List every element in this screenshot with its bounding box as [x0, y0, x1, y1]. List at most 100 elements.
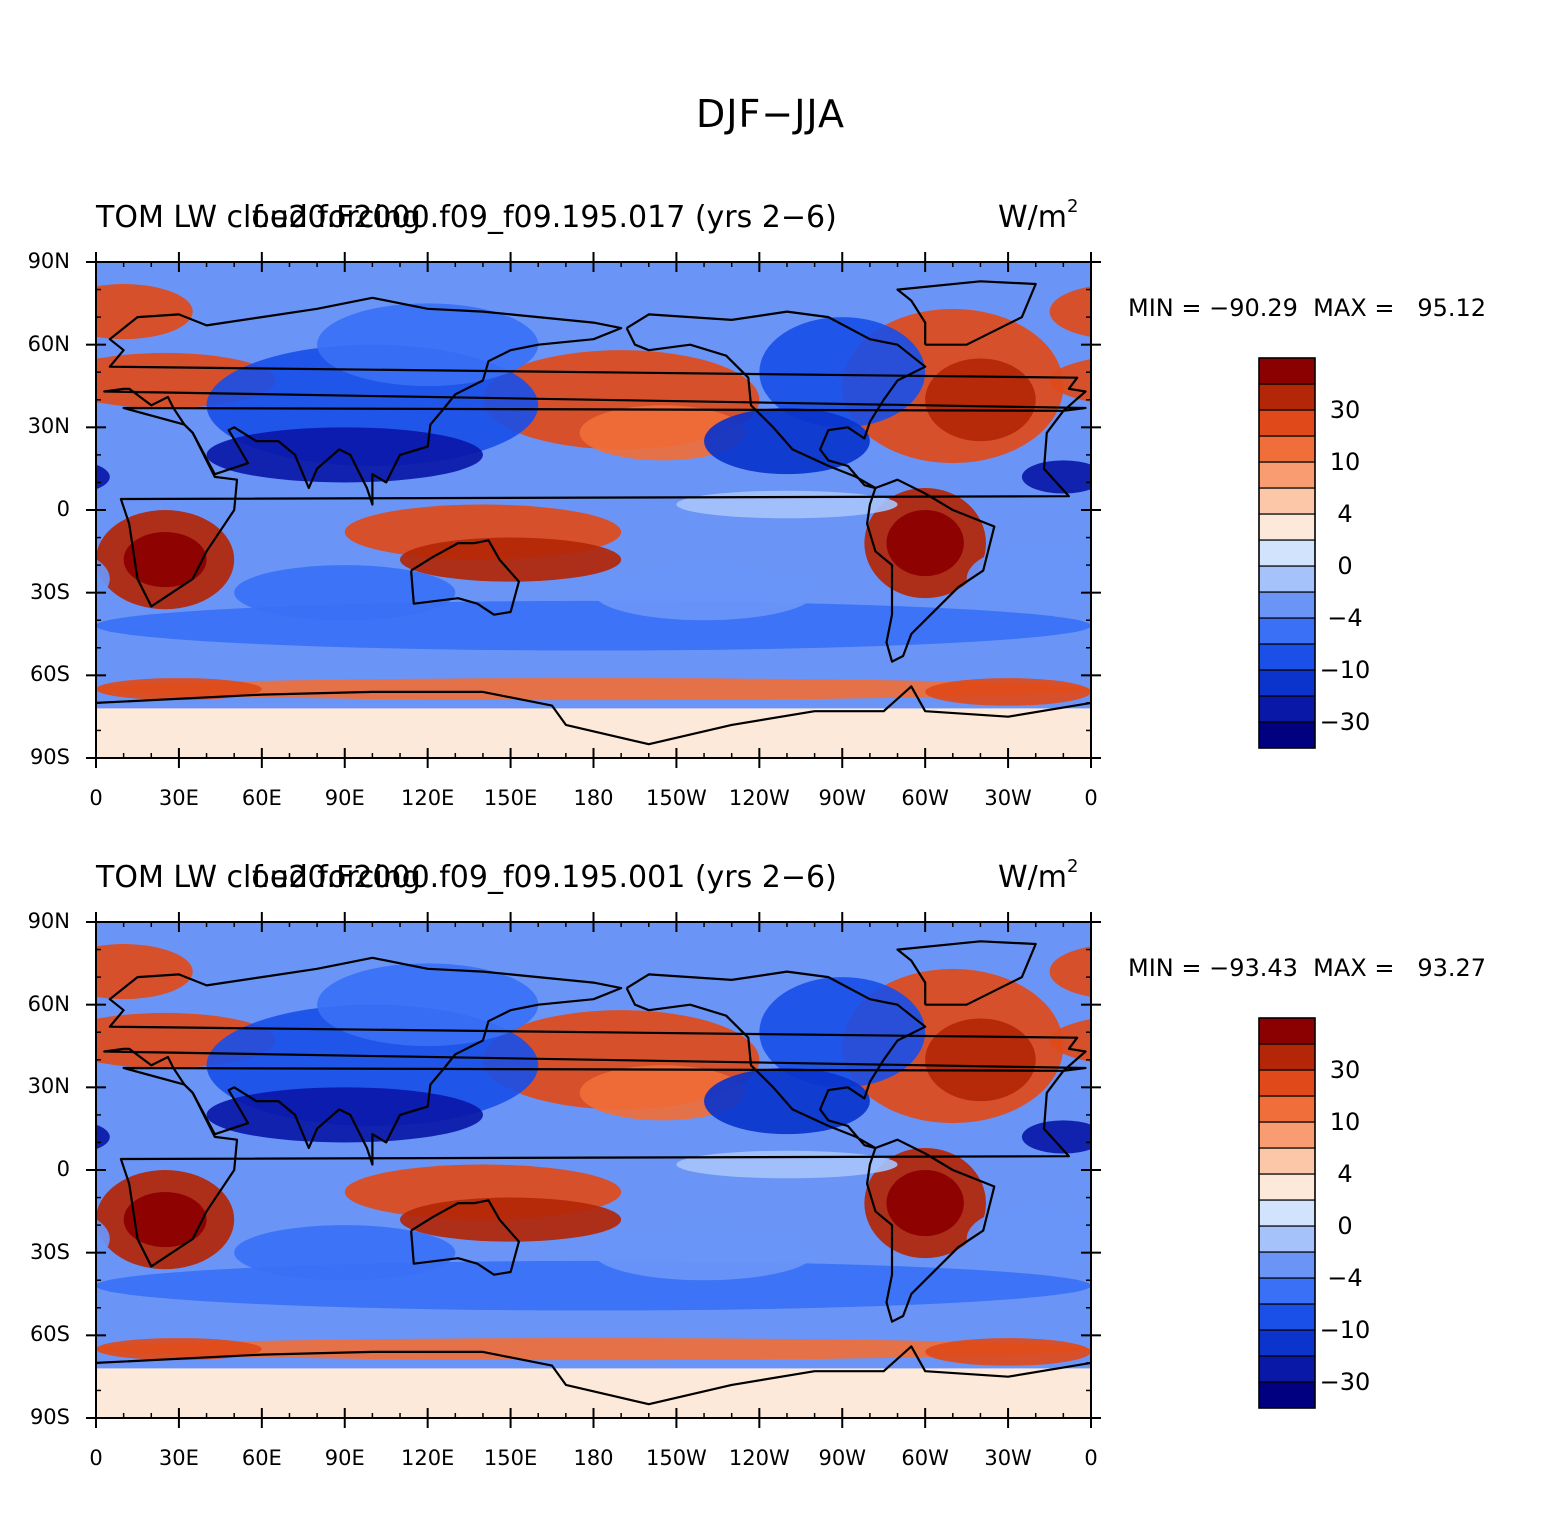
colorbar	[1258, 357, 1316, 749]
colorbar-frame	[1258, 357, 1316, 749]
anomaly-region	[966, 1205, 1091, 1272]
panel-left-title: TOM LW cloud forcing	[96, 200, 421, 235]
colorbar-swatch	[1258, 1381, 1316, 1409]
anomaly-region	[704, 1068, 870, 1135]
anomaly-region	[96, 678, 1091, 701]
anomaly-region	[1091, 1338, 1111, 1360]
anomaly-region	[96, 1219, 110, 1259]
lat-label: 90S	[29, 1405, 70, 1429]
colorbar-swatch	[1258, 1173, 1316, 1201]
colorbar-swatch	[1258, 1069, 1316, 1097]
anomaly-region	[76, 678, 96, 700]
anomaly-region	[96, 559, 110, 599]
lon-label: 30E	[158, 1446, 199, 1470]
coastline	[103, 956, 1087, 1166]
colorbar-label: 10	[1329, 1108, 1361, 1136]
anomaly-region	[1049, 946, 1091, 997]
lon-label: 150E	[483, 1446, 538, 1470]
anomaly-region	[579, 405, 746, 461]
colorbar-swatch	[1258, 1355, 1316, 1383]
anomaly-region	[925, 678, 1091, 706]
lon-label: 0	[1084, 1446, 1098, 1470]
colorbar-swatch	[1258, 461, 1316, 489]
lon-label: 30W	[984, 1446, 1032, 1470]
lat-label: 30N	[27, 1074, 70, 1099]
map-panel-2: TOM LW cloud forcing f.e20.F2000.f09_f09…	[0, 856, 1541, 1520]
anomaly-region	[96, 944, 193, 1000]
coastline	[625, 970, 927, 1150]
anomaly-region	[96, 600, 1091, 651]
anomaly-region	[676, 1150, 898, 1179]
anomaly-region	[886, 510, 964, 577]
coastline	[96, 1345, 1091, 1406]
colorbar-swatch	[1258, 1043, 1316, 1071]
colorbar-swatch	[1258, 383, 1316, 411]
colorbar-label: −4	[1327, 1264, 1363, 1292]
colorbar-swatch	[1258, 1199, 1316, 1227]
colorbar-label: −30	[1319, 1368, 1371, 1396]
anomaly-region	[76, 1338, 96, 1366]
anomaly-region	[676, 490, 898, 519]
lon-label: 120E	[400, 786, 455, 810]
lat-label: 90N	[27, 909, 70, 933]
lat-label: 60S	[29, 662, 70, 687]
anomaly-region	[96, 678, 262, 701]
anomaly-region	[123, 1192, 207, 1248]
colorbar-swatch	[1258, 513, 1316, 541]
colorbar-label: −10	[1319, 656, 1371, 684]
lon-label: 60W	[901, 1446, 949, 1470]
anomaly-region	[96, 1338, 262, 1361]
map-plot	[76, 912, 1111, 1428]
colorbar-swatch	[1258, 1121, 1316, 1149]
coastline	[625, 310, 927, 490]
anomaly-region	[234, 1225, 456, 1281]
colorbar-label: −10	[1319, 1316, 1371, 1344]
colorbar-label: −30	[1319, 708, 1371, 736]
coastline	[866, 1138, 996, 1323]
anomaly-region	[1091, 1338, 1111, 1360]
lon-label: 0	[89, 786, 103, 810]
coastline	[896, 940, 1037, 1006]
lon-label: 180	[573, 1446, 614, 1470]
lon-label: 150W	[645, 786, 707, 810]
lon-label: 120W	[728, 1446, 790, 1470]
colorbar-label: 0	[1337, 1212, 1353, 1240]
lon-label: 90E	[324, 1446, 365, 1470]
lat-label: 60N	[27, 331, 70, 356]
lon-label: 30E	[158, 786, 199, 810]
anomaly-region	[76, 1338, 96, 1360]
colorbar	[1258, 1017, 1316, 1409]
anomaly-region	[1091, 1170, 1111, 1269]
anomaly-region	[593, 1225, 815, 1281]
map-plot	[76, 252, 1111, 768]
anomaly-region	[593, 565, 815, 621]
min-max-stats: MIN = −90.29 MAX = 95.12	[1128, 294, 1487, 322]
lon-label: 180	[573, 786, 614, 810]
anomaly-region	[76, 678, 96, 706]
anomaly-region	[704, 408, 870, 475]
colorbar-swatch	[1258, 1277, 1316, 1305]
anomaly-region	[1091, 1261, 1111, 1311]
lon-label: 60E	[241, 1446, 282, 1470]
anomaly-region	[886, 1170, 964, 1237]
anomaly-region	[1091, 601, 1111, 651]
colorbar-swatch	[1258, 565, 1316, 593]
colorbar-swatch	[1258, 1225, 1316, 1253]
colorbar-label: 4	[1337, 500, 1353, 528]
lat-label: 60N	[27, 991, 70, 1016]
figure-title: DJF−JJA	[696, 92, 845, 136]
anomaly-region	[234, 565, 456, 621]
panel-center-title: f.e20.F2000.f09_f09.195.017 (yrs 2−6)	[252, 200, 837, 235]
lat-label: 0	[56, 497, 70, 521]
colorbar-swatch	[1258, 721, 1316, 749]
anomaly-region	[1091, 510, 1111, 609]
lon-label: 60W	[901, 786, 949, 810]
lat-label: 90N	[27, 249, 70, 273]
anomaly-region	[123, 532, 207, 588]
lon-label: 0	[89, 1446, 103, 1470]
anomaly-region	[317, 303, 539, 386]
colorbar-swatch	[1258, 435, 1316, 463]
anomaly-region	[1021, 460, 1091, 494]
anomaly-region	[925, 1338, 1091, 1366]
colorbar-swatch	[1258, 1329, 1316, 1357]
